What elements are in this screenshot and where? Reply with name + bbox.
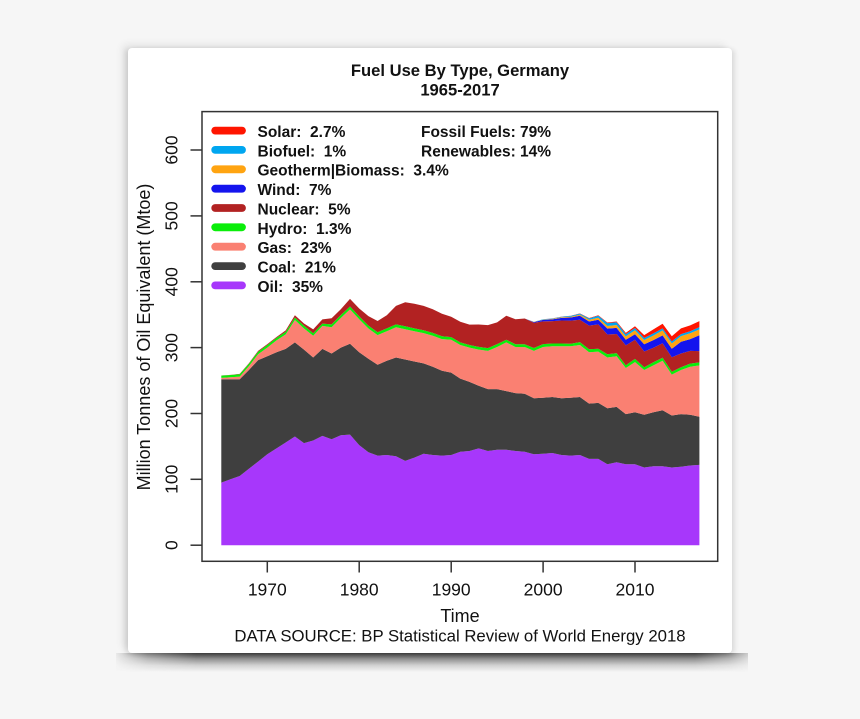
svg-text:500: 500 (162, 201, 182, 230)
svg-text:Fuel Use By Type, Germany: Fuel Use By Type, Germany (351, 61, 570, 80)
svg-text:100: 100 (162, 464, 182, 493)
svg-text:1965-2017: 1965-2017 (420, 81, 499, 100)
svg-text:1990: 1990 (432, 579, 471, 599)
svg-text:DATA SOURCE: BP Statistical Re: DATA SOURCE: BP Statistical Review of Wo… (234, 627, 685, 646)
svg-text:Fossil Fuels: 79%: Fossil Fuels: 79% (421, 124, 551, 141)
svg-text:Million Tonnes of Oil Equivale: Million Tonnes of Oil Equivalent (Mtoe) (134, 184, 154, 491)
svg-text:Gas: 23%: Gas: 23% (258, 240, 332, 257)
svg-text:Nuclear: 5%: Nuclear: 5% (258, 201, 351, 218)
svg-text:300: 300 (162, 333, 182, 362)
svg-text:600: 600 (162, 135, 182, 164)
svg-text:400: 400 (162, 267, 182, 296)
svg-text:Hydro: 1.3%: Hydro: 1.3% (258, 221, 352, 238)
svg-text:2010: 2010 (616, 579, 655, 599)
svg-text:1970: 1970 (248, 579, 287, 599)
svg-text:Biofuel: 1%: Biofuel: 1% (258, 143, 347, 160)
svg-text:200: 200 (162, 399, 182, 428)
svg-text:Time: Time (440, 606, 479, 626)
svg-text:Geotherm|Biomass: 3.4%: Geotherm|Biomass: 3.4% (258, 163, 449, 180)
svg-text:Coal: 21%: Coal: 21% (258, 259, 337, 276)
svg-text:0: 0 (162, 540, 182, 550)
svg-text:Renewables: 14%: Renewables: 14% (421, 143, 551, 160)
svg-text:Wind: 7%: Wind: 7% (258, 182, 332, 199)
svg-text:1980: 1980 (340, 579, 379, 599)
svg-text:Solar: 2.7%: Solar: 2.7% (258, 124, 346, 141)
svg-text:Oil: 35%: Oil: 35% (258, 279, 324, 296)
svg-text:2000: 2000 (524, 579, 563, 599)
